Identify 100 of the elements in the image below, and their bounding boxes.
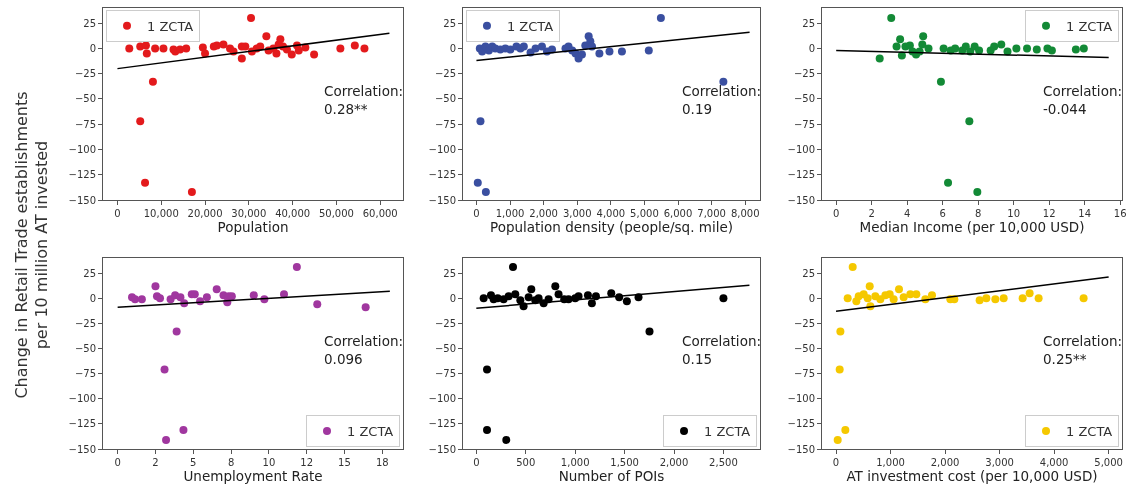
x-axis-title: Number of POIs (558, 468, 665, 484)
x-tick-label: 12 (300, 457, 314, 468)
x-tick-label: 4,000 (596, 208, 626, 219)
y-tick-label: −100 (428, 143, 456, 155)
y-tick-label: 0 (89, 42, 96, 54)
y-tick-label: −25 (793, 317, 815, 329)
x-tick-label: 0 (833, 208, 840, 219)
y-tick-label: −50 (434, 93, 456, 105)
y-tick-label: 0 (89, 292, 96, 304)
x-tick-label: 5,000 (630, 208, 659, 219)
y-axis-title: Change in Retail Trade establishments per 10 million AT invested (12, 90, 52, 401)
x-tick-label: 0 (473, 457, 480, 468)
x-tick-label: 2,000 (529, 208, 558, 219)
legend-label: 1 ZCTA (347, 424, 394, 440)
y-tick-label: 25 (83, 267, 96, 279)
x-tick-label: 6,000 (663, 208, 693, 219)
x-tick-label: 3,000 (562, 208, 592, 219)
x-tick-label: 10 (1007, 208, 1021, 219)
x-tick-label: 500 (516, 457, 536, 468)
x-tick-label: 16 (1113, 208, 1126, 219)
y-tick-label: −25 (434, 317, 456, 329)
x-tick-label: 0 (832, 457, 840, 468)
x-tick-label: 8 (975, 208, 982, 219)
y-tick-label: −50 (434, 342, 456, 354)
y-tick-label: −75 (434, 118, 456, 130)
y-tick-label: −150 (68, 194, 96, 206)
y-tick-label: −100 (787, 393, 815, 405)
y-tick-label: −25 (74, 317, 96, 329)
x-tick-label: 20,000 (187, 208, 223, 219)
y-tick-label: −75 (793, 368, 815, 380)
annotation: Correlation: 0.25** (1043, 333, 1122, 367)
y-tick-label: −125 (68, 418, 96, 430)
legend-label: 1 ZCTA (704, 424, 751, 440)
x-tick-label: 3,000 (985, 457, 1014, 468)
x-tick-label: 12 (1042, 208, 1056, 219)
x-tick-label: 7,000 (697, 208, 726, 219)
y-tick-label: −150 (428, 194, 456, 206)
y-tick-label: −150 (68, 443, 96, 455)
x-tick-label: 10,000 (143, 208, 179, 219)
x-tick-label: 0 (114, 208, 121, 219)
y-tick-label: −125 (428, 418, 456, 430)
y-tick-label: −125 (787, 169, 815, 181)
annotation: Correlation: 0.28** (324, 83, 403, 117)
x-tick-label: 8,000 (730, 208, 760, 219)
x-tick-label: 40,000 (275, 208, 311, 219)
x-axis-title: AT investment cost (per 10,000 USD) (846, 468, 1098, 484)
legend-label: 1 ZCTA (506, 18, 554, 34)
annotation: Correlation: 0.096 (324, 333, 403, 367)
x-tick-label: 8 (227, 457, 235, 468)
x-tick-label: 10 (262, 457, 276, 468)
y-tick-label: 25 (802, 267, 815, 279)
y-tick-label: −150 (787, 194, 815, 206)
x-tick-label: 18 (375, 457, 389, 468)
y-tick-label: −100 (787, 143, 815, 155)
x-axis-title: Population (217, 219, 289, 235)
y-tick-label: 25 (83, 17, 96, 29)
x-tick-label: 4 (904, 208, 911, 219)
x-tick-label: 1,500 (610, 457, 639, 468)
y-tick-label: −75 (74, 368, 96, 380)
y-tick-label: −125 (428, 169, 456, 181)
y-tick-label: 0 (449, 42, 456, 54)
x-tick-label: 2,000 (930, 457, 960, 468)
y-tick-label: −25 (793, 68, 815, 80)
legend-label: 1 ZCTA (1066, 18, 1113, 34)
x-tick-label: 2 (152, 457, 159, 468)
x-tick-label: 0 (114, 457, 121, 468)
y-tick-label: −50 (793, 342, 815, 354)
x-tick-label: 15 (338, 457, 351, 468)
x-tick-label: 14 (1078, 208, 1092, 219)
y-tick-label: 25 (443, 17, 456, 29)
y-tick-label: −150 (428, 443, 456, 455)
y-tick-label: −50 (74, 93, 96, 105)
y-tick-label: −75 (434, 368, 456, 380)
y-tick-label: −150 (787, 443, 815, 455)
x-axis-title: Unemployment Rate (183, 468, 323, 484)
y-tick-label: −125 (68, 169, 96, 181)
y-tick-label: −75 (74, 118, 96, 130)
annotation: Correlation: -0.044 (1043, 83, 1122, 117)
x-tick-label: 6 (939, 208, 946, 219)
legend-label: 1 ZCTA (147, 18, 194, 34)
x-tick-label: 5,000 (1094, 457, 1123, 468)
y-tick-label: −100 (428, 393, 456, 405)
y-tick-label: 25 (802, 17, 815, 29)
x-tick-label: 1,000 (560, 457, 590, 468)
x-tick-label: 2,500 (709, 457, 738, 468)
x-tick-label: 5 (190, 457, 197, 468)
x-tick-label: 4,000 (1039, 457, 1069, 468)
y-tick-label: −125 (787, 418, 815, 430)
y-tick-label: −100 (68, 393, 96, 405)
y-tick-label: −50 (793, 93, 815, 105)
annotation: Correlation: 0.19 (682, 83, 761, 117)
y-tick-label: −75 (793, 118, 815, 130)
y-tick-label: 0 (808, 292, 815, 304)
y-tick-label: 25 (443, 267, 456, 279)
y-tick-label: −50 (74, 342, 96, 354)
y-tick-label: −25 (434, 68, 456, 80)
y-tick-label: 0 (808, 42, 815, 54)
x-tick-label: 60,000 (362, 208, 398, 219)
x-tick-label: 0 (473, 208, 480, 219)
x-tick-label: 50,000 (318, 208, 354, 219)
